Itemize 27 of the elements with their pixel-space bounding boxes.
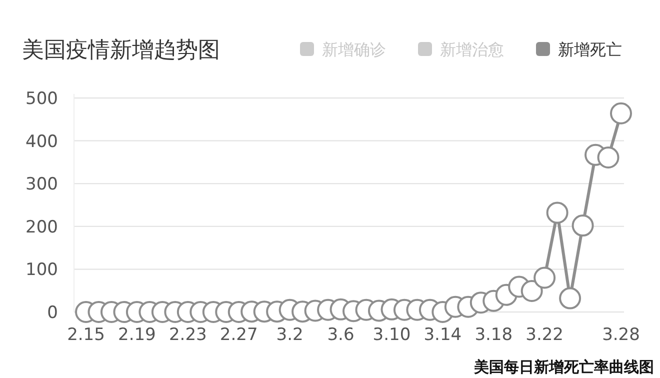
x-tick-label: 2.23: [168, 325, 207, 345]
point: [559, 287, 582, 310]
point: [546, 202, 568, 224]
y-tick-label: 200: [26, 217, 58, 238]
x-tick-label: 3.18: [474, 325, 513, 345]
x-tick-label: 3.6: [327, 325, 354, 345]
y-tick-label: 300: [26, 174, 58, 195]
point: [534, 266, 556, 289]
y-tick-label: 400: [26, 132, 58, 152]
y-tick-label: 0: [47, 303, 58, 323]
legend-label: 新增死亡: [558, 40, 622, 59]
x-tick-label: 3.22: [526, 325, 564, 345]
x-tick-label: 3.10: [372, 325, 411, 345]
chart-title: 美国疫情新增趋势图: [22, 38, 220, 63]
point: [520, 280, 543, 302]
x-tick-label: 3.2: [276, 325, 304, 345]
y-tick-label: 500: [26, 89, 58, 109]
x-tick-label: 2.19: [118, 325, 156, 345]
point: [572, 214, 594, 237]
x-tick-label: 2.15: [67, 325, 105, 345]
text: 美国每日新增死亡率曲线图: [473, 358, 654, 376]
x-tick-label: 2.27: [220, 325, 258, 345]
point: [610, 102, 632, 124]
y-tick-label: 100: [26, 260, 58, 280]
point: [597, 146, 620, 168]
x-tick-label: 3.28: [602, 325, 640, 345]
x-tick-label: 3.14: [424, 325, 462, 345]
